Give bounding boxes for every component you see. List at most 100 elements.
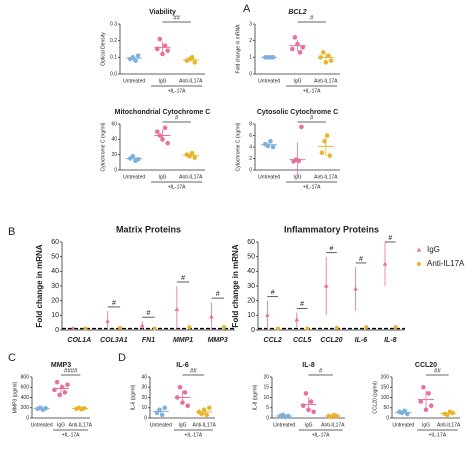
data-point (70, 326, 76, 331)
x-tick-label: Anti-IL17A (179, 174, 203, 180)
y-tick-label: 3 (249, 21, 252, 27)
x-tick-label: Anti-IL17A (314, 174, 338, 180)
data-point (162, 405, 168, 411)
data-point (177, 384, 183, 390)
y-tick-label: 50 (51, 254, 59, 261)
treatment-label: +IL-17A (303, 184, 321, 190)
y-tick-label: 100 (381, 395, 390, 401)
data-point (308, 399, 314, 404)
data-point (418, 399, 424, 404)
x-tick-label: IgG (293, 78, 301, 84)
y-tick-label: 5 (266, 405, 269, 411)
x-tick-label: IL-6 (355, 337, 368, 344)
data-point (162, 125, 168, 131)
x-tick-label: CCL5 (293, 337, 311, 344)
panel-letter: D (118, 352, 126, 364)
data-point (319, 150, 325, 156)
data-point (135, 53, 141, 58)
panel-letter: C (8, 352, 16, 364)
y-axis-label: Fold change in mRNA (235, 24, 241, 74)
y-tick-label: 800 (21, 374, 30, 380)
x-tick-label: Untreated (123, 174, 145, 180)
x-tick-label: Untreated (273, 422, 295, 428)
x-tick-label: COL1A (67, 337, 91, 344)
data-point (157, 36, 163, 42)
x-tick-label: IgG (422, 422, 430, 428)
data-point (209, 314, 214, 319)
y-tick-label: 0.2 (110, 38, 117, 44)
y-tick-label: 0 (144, 415, 147, 421)
significance-label: # (181, 275, 185, 282)
data-point (294, 317, 300, 322)
treatment-label: +IL-17A (303, 88, 321, 94)
y-tick-label: 4 (249, 144, 252, 150)
y-tick-label: 10 (51, 312, 59, 319)
significance-label: # (147, 310, 151, 317)
y-tick-label: 60 (51, 239, 59, 246)
data-point (204, 412, 210, 418)
data-point (334, 325, 339, 330)
x-tick-label: IL-8 (384, 337, 397, 344)
y-axis-label: Cytochrome C (ng/ml) (100, 122, 106, 171)
y-tick-label: 40 (141, 374, 147, 380)
y-axis-label: Fold change in mRNA (35, 244, 44, 327)
y-tick-label: 2 (249, 156, 252, 162)
data-point (185, 403, 190, 409)
treatment-label: +IL-17A (62, 432, 80, 438)
data-point (323, 283, 329, 288)
x-tick-label: IgG (158, 78, 166, 84)
data-point (393, 325, 398, 330)
data-point (155, 129, 160, 134)
data-point (364, 325, 369, 330)
y-tick-label: 0.1 (110, 55, 117, 61)
data-point (299, 124, 304, 130)
data-point (199, 411, 204, 417)
significance-label: # (310, 116, 314, 122)
data-point (268, 138, 273, 144)
treatment-label: +IL-17A (429, 432, 447, 438)
data-point (292, 35, 298, 40)
y-tick-label: 0 (251, 327, 255, 334)
significance-label: # (388, 235, 392, 242)
data-point (290, 46, 295, 52)
chart-title: MMP3 (51, 362, 71, 369)
y-tick-label: 50 (383, 405, 389, 411)
x-tick-label: IgG (304, 422, 312, 428)
chart-title: IL-8 (302, 362, 315, 369)
data-point (139, 323, 145, 328)
y-axis-label: MMP3 (pg/ml) (12, 381, 18, 413)
data-point (174, 306, 180, 312)
data-point (192, 60, 198, 65)
chart-title: BCL2 (288, 9, 306, 16)
data-point (118, 325, 123, 330)
y-tick-label: 40 (51, 268, 59, 275)
x-tick-label: IgG (57, 422, 65, 428)
y-tick-label: 1 (249, 55, 252, 61)
data-point (320, 50, 326, 55)
y-tick-label: 150 (381, 385, 390, 391)
x-tick-label: Anti-IL17A (69, 422, 93, 428)
legend-label: Anti-IL17A (427, 259, 465, 268)
y-tick-label: 400 (21, 395, 30, 401)
significance-label: # (112, 300, 116, 307)
data-point (165, 140, 170, 146)
chart-title: Cytosolic Cytochrome C (257, 109, 338, 116)
chart-title: CCL20 (415, 362, 437, 369)
panel-letter: B (8, 226, 15, 238)
y-tick-label: 0 (249, 71, 252, 77)
treatment-label: +IL-17A (185, 432, 203, 438)
y-axis-label: IL-8 (pg/ml) (252, 384, 258, 410)
x-tick-label: CCL2 (264, 337, 282, 344)
y-tick-label: 0 (386, 415, 389, 421)
chart-title: Matrix Proteins (116, 224, 181, 234)
x-tick-label: MMP3 (208, 337, 228, 344)
data-point (311, 409, 317, 415)
data-point (327, 153, 333, 158)
data-point (83, 326, 88, 331)
significance-label: # (216, 291, 220, 298)
data-point (57, 392, 63, 398)
y-tick-label: 30 (247, 283, 255, 290)
significance-label: # (330, 246, 334, 253)
data-point (221, 325, 226, 330)
x-tick-label: IgG (293, 174, 301, 180)
